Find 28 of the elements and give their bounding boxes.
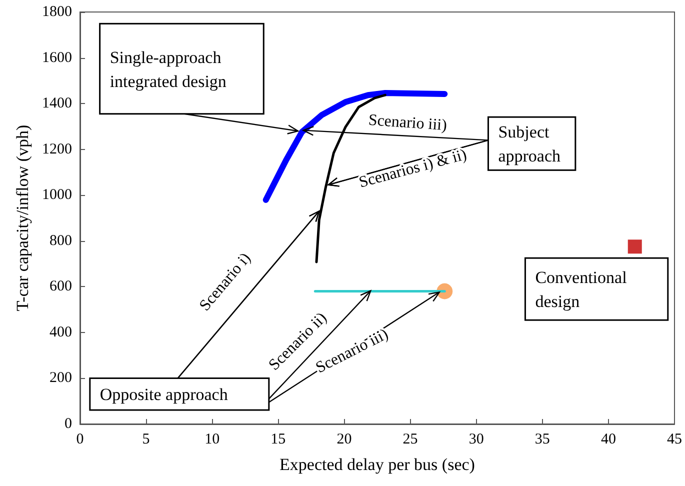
annotation: Scenarios i) & ii) bbox=[357, 146, 469, 192]
y-tick-label: 800 bbox=[50, 232, 72, 249]
y-tick-label: 1400 bbox=[42, 96, 72, 112]
annotation: Single-approach integrated design bbox=[110, 47, 227, 90]
y-tick-label: 1000 bbox=[42, 187, 72, 204]
y-tick-label: 1800 bbox=[42, 4, 72, 20]
x-tick-label: 25 bbox=[402, 432, 418, 448]
x-tick-label: 45 bbox=[667, 432, 682, 448]
annotation: Opposite approach bbox=[100, 384, 228, 404]
x-tick-label: 5 bbox=[142, 432, 150, 448]
y-tick-label: 1200 bbox=[42, 141, 72, 158]
x-tick-label: 30 bbox=[468, 432, 484, 448]
y-tick-label: 1600 bbox=[42, 50, 72, 66]
y-tick-label: 400 bbox=[50, 324, 72, 340]
x-axis-title: Expected delay per bus (sec) bbox=[280, 455, 475, 474]
y-axis-title: T-car capacity/inflow (vph) bbox=[13, 124, 32, 312]
y-tick-label: 0 bbox=[64, 416, 72, 432]
annotation: Subject approach bbox=[498, 122, 562, 166]
x-tick-label: 0 bbox=[76, 432, 84, 448]
x-tick-label: 20 bbox=[336, 432, 352, 448]
x-tick-label: 35 bbox=[534, 432, 550, 448]
x-tick-label: 40 bbox=[600, 432, 616, 448]
x-tick-label: 15 bbox=[270, 432, 286, 448]
y-tick-label: 200 bbox=[50, 370, 72, 386]
annotation: Scenario iii) bbox=[368, 112, 448, 134]
y-tick-label: 600 bbox=[50, 278, 72, 295]
annotation: Conventional design bbox=[535, 268, 628, 311]
x-tick-label: 10 bbox=[204, 432, 220, 448]
